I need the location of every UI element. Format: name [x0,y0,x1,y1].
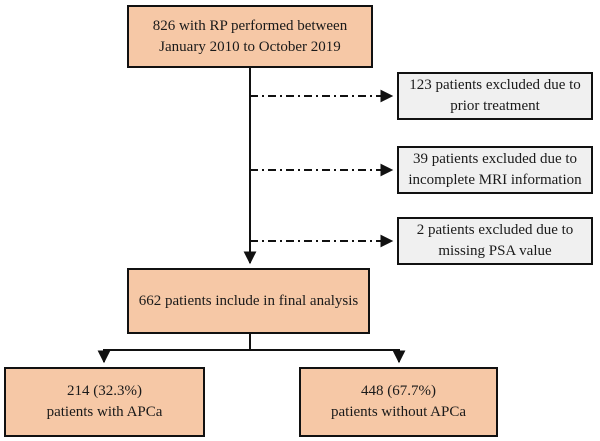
enrollment-line-1: 826 with RP performed between [152,17,348,34]
without-apca-line-1: 448 (67.7%) [361,383,436,399]
enrollment-box: 826 with RP performed between January 20… [127,5,373,68]
enrollment-line-2: January 2010 to October 2019 [159,38,341,55]
without-apca-box: 448 (67.7%) patients without APCa [299,367,498,437]
excluded-missing-psa-line-1: 2 patients excluded due to [416,222,574,238]
with-apca-box: 214 (32.3%) patients with APCa [4,367,205,437]
excluded-prior-treatment-box: 123 patients excluded due to prior treat… [397,72,593,120]
excluded-missing-psa-box: 2 patients excluded due to missing PSA v… [397,217,593,265]
with-apca-line-1: 214 (32.3%) [67,383,142,399]
excluded-prior-treatment-line-2: prior treatment [450,98,540,114]
final-analysis-line-1: 662 patients include in final analysis [138,292,359,309]
without-apca-line-2: patients without APCa [331,404,466,420]
excluded-missing-psa-line-2: missing PSA value [438,243,552,259]
with-apca-line-2: patients with APCa [46,404,163,420]
excluded-prior-treatment-line-1: 123 patients excluded due to [409,77,581,93]
final-analysis-box: 662 patients include in final analysis [127,268,370,334]
excluded-incomplete-mri-box: 39 patients excluded due to incomplete M… [397,146,593,194]
excluded-incomplete-mri-line-2: incomplete MRI information [408,172,582,188]
excluded-incomplete-mri-line-1: 39 patients excluded due to [412,151,578,167]
